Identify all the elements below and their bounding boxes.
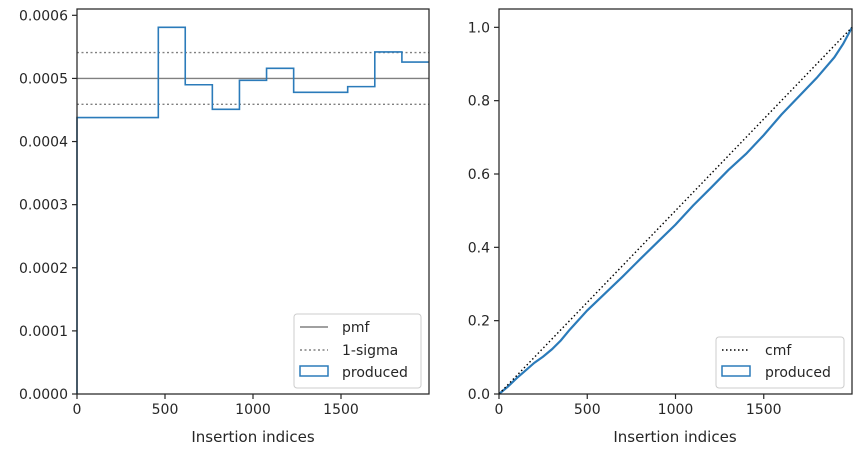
cmf-chart-x-tick-label: 500 bbox=[574, 402, 601, 418]
cmf-chart-series bbox=[498, 26, 853, 395]
pmf-chart-series bbox=[76, 26, 429, 394]
pmf-chart-x-tick-label: 0 bbox=[73, 402, 82, 418]
cmf-chart-x-axis-label: Insertion indices bbox=[613, 428, 736, 446]
pmf-chart-x-tick-label: 1000 bbox=[235, 402, 271, 418]
pmf-chart-y-tick-label: 0.0005 bbox=[19, 71, 68, 87]
pmf-chart-y-tick-label: 0.0002 bbox=[19, 261, 68, 277]
pmf-chart-x-tick-label: 500 bbox=[152, 402, 179, 418]
legend-produced-label: produced bbox=[765, 365, 831, 381]
pmf-chart-y-tick-label: 0.0000 bbox=[19, 387, 68, 403]
cmf-chart-x-tick-label: 1500 bbox=[746, 402, 782, 418]
legend-produced-label: produced bbox=[342, 365, 408, 381]
cmf-chart-x-tick-label: 0 bbox=[495, 402, 504, 418]
legend-cmf-label: cmf bbox=[765, 343, 792, 359]
cmf-chart-y-tick-label: 0.6 bbox=[468, 167, 490, 183]
pmf-chart-x-axis-label: Insertion indices bbox=[191, 428, 314, 446]
cmf-line bbox=[498, 26, 853, 395]
cmf-chart-y-tick-label: 0.2 bbox=[468, 314, 490, 330]
produced-cdf-line bbox=[498, 26, 853, 395]
pmf-chart: 0 500 1000 1500 0.0000 0.0001 0.0002 0.0003 0.00… bbox=[19, 8, 430, 446]
pmf-chart-legend: pmf 1-sigma produced bbox=[293, 313, 422, 389]
legend-produced-swatch bbox=[721, 365, 751, 377]
pmf-chart-x-tick-label: 1500 bbox=[323, 402, 359, 418]
legend-sigma-label: 1-sigma bbox=[342, 343, 398, 359]
cmf-chart-x-tick-label: 1000 bbox=[658, 402, 694, 418]
pmf-chart-y-tick-label: 0.0004 bbox=[19, 135, 68, 151]
pmf-chart-y-tick-label: 0.0003 bbox=[19, 198, 68, 214]
legend-box bbox=[293, 313, 422, 389]
cmf-chart: 0 500 1000 1500 0.0 0.2 0.4 0.6 0.8 1.0 Insertion… bbox=[468, 8, 853, 446]
produced-step-line bbox=[76, 26, 429, 394]
cmf-chart-y-tick-label: 1.0 bbox=[468, 20, 490, 36]
cmf-chart-y-tick-label: 0.4 bbox=[468, 240, 490, 256]
cmf-chart-legend: cmf produced bbox=[715, 336, 845, 389]
cmf-chart-y-tick-label: 0.0 bbox=[468, 387, 490, 403]
cmf-chart-y-tick-label: 0.8 bbox=[468, 94, 490, 110]
cmf-chart-ticks: 0 500 1000 1500 0.0 0.2 0.4 0.6 0.8 1.0 bbox=[468, 20, 782, 418]
pmf-chart-y-tick-label: 0.0001 bbox=[19, 324, 68, 340]
legend-pmf-label: pmf bbox=[342, 320, 371, 336]
pmf-chart-y-tick-label: 0.0006 bbox=[19, 8, 68, 24]
pmf-chart-ticks: 0 500 1000 1500 0.0000 0.0001 0.0002 0.0003 0.00… bbox=[19, 8, 359, 418]
legend-produced-swatch bbox=[299, 365, 329, 377]
